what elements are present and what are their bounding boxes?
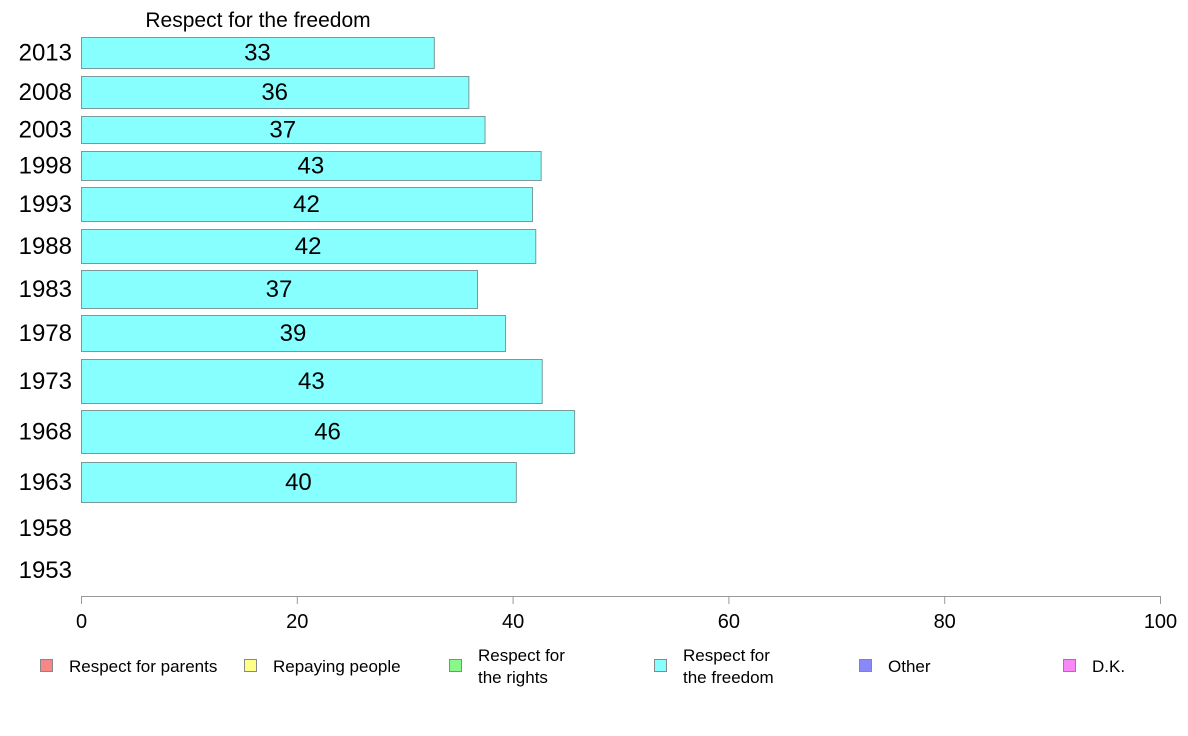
legend-swatch	[1063, 659, 1076, 672]
bar	[81, 270, 478, 309]
legend-swatch	[449, 659, 462, 672]
bar	[81, 151, 542, 181]
legend-swatch	[654, 659, 667, 672]
year-label: 1983	[19, 276, 72, 303]
legend-swatch	[859, 659, 872, 672]
bar-value-label: 37	[269, 117, 296, 144]
year-label: 1958	[19, 515, 72, 542]
x-tick-label: 20	[286, 611, 308, 633]
year-label: 2013	[19, 40, 72, 67]
legend-swatch	[244, 659, 257, 672]
legend-label: D.K.	[1092, 657, 1125, 676]
legend-swatch	[40, 659, 53, 672]
bar-value-label: 36	[261, 79, 288, 106]
bar	[81, 76, 470, 109]
chart-title: Respect for the freedom	[145, 9, 370, 32]
year-label: 1988	[19, 233, 72, 260]
bar	[81, 187, 534, 222]
bar-value-label: 46	[314, 419, 341, 446]
x-tick-label: 100	[1144, 611, 1177, 633]
legend-label: the freedom	[683, 668, 774, 687]
bar	[81, 229, 537, 264]
bar-value-label: 39	[280, 320, 307, 347]
legend-label: Other	[888, 657, 931, 676]
bar-value-label: 33	[244, 40, 271, 67]
bar-value-label: 43	[297, 153, 324, 180]
bar	[81, 116, 486, 144]
year-label: 1963	[19, 469, 72, 496]
bar-value-label: 42	[293, 191, 320, 218]
bar-value-label: 43	[298, 368, 325, 395]
x-tick-label: 80	[934, 611, 956, 633]
bar-value-label: 42	[295, 233, 322, 260]
year-label: 1978	[19, 320, 72, 347]
x-tick-label: 40	[502, 611, 524, 633]
year-label: 1953	[19, 557, 72, 584]
legend-label: the rights	[478, 668, 548, 687]
x-tick-label: 0	[76, 611, 87, 633]
year-label: 1998	[19, 153, 72, 180]
legend: Respect for parents Repaying people Respec…	[40, 646, 1125, 687]
bar	[81, 359, 543, 404]
bar	[81, 462, 517, 503]
bar	[81, 410, 576, 454]
year-label: 2008	[19, 79, 72, 106]
year-label: 1973	[19, 368, 72, 395]
x-tick-label: 60	[718, 611, 740, 633]
year-label: 2003	[19, 117, 72, 144]
bar	[81, 37, 435, 69]
x-axis: 0 20 40 60 80 100	[76, 596, 1177, 633]
bar	[81, 315, 507, 352]
legend-label: Respect for	[683, 646, 770, 665]
legend-label: Repaying people	[273, 657, 401, 676]
bar-value-label: 40	[285, 469, 312, 496]
year-label: 1968	[19, 419, 72, 446]
legend-label: Respect for parents	[69, 657, 217, 676]
legend-label: Respect for	[478, 646, 565, 665]
bar-value-label: 37	[266, 276, 293, 303]
year-label: 1993	[19, 191, 72, 218]
